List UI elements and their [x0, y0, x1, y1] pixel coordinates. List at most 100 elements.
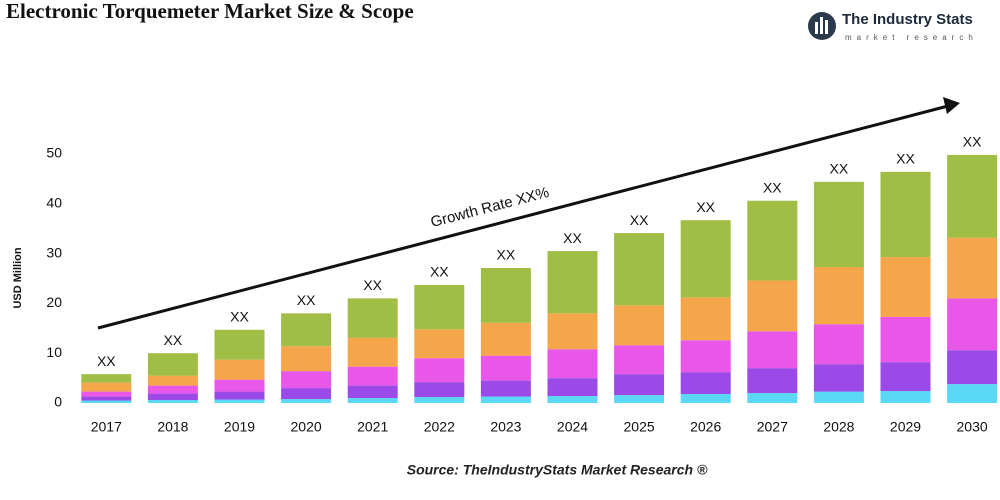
bar-segment — [480, 355, 531, 381]
bar-segment — [347, 398, 398, 404]
bar-segment — [747, 200, 798, 281]
y-tick-label: 50 — [46, 145, 62, 161]
bar-segment — [414, 358, 465, 383]
bar-segment — [347, 337, 398, 367]
bar-segment — [947, 154, 998, 238]
bar-segment — [81, 382, 132, 392]
bar-segment — [214, 391, 265, 400]
bar-segment — [680, 372, 731, 395]
bar-segment — [614, 233, 665, 306]
x-tick-label: 2024 — [557, 419, 588, 435]
bar-segment — [880, 171, 931, 258]
total-label: XX — [630, 212, 649, 228]
total-label: XX — [97, 353, 116, 369]
bar-segment — [547, 313, 598, 350]
x-tick-label: 2021 — [357, 419, 388, 435]
bar-segment — [947, 298, 998, 351]
growth-arrow — [97, 104, 949, 330]
bar-segment — [547, 396, 598, 404]
bar-segment — [480, 396, 531, 404]
growth-arrow-head — [943, 97, 960, 114]
bar-segment — [947, 350, 998, 385]
bar-segment — [214, 379, 265, 392]
bar-segment — [680, 394, 731, 404]
bar-segment — [147, 393, 198, 401]
bar-segment — [281, 346, 332, 372]
bar-segment — [81, 400, 132, 404]
total-label: XX — [763, 179, 782, 195]
bar-segment — [947, 237, 998, 299]
logo-icon-bar — [815, 22, 818, 34]
total-label: XX — [363, 277, 382, 293]
total-label: XX — [963, 134, 982, 150]
x-tick-label: 2027 — [757, 419, 788, 435]
bar-segment — [347, 385, 398, 399]
bar-segment — [147, 375, 198, 386]
x-tick-label: 2018 — [157, 419, 188, 435]
x-tick-label: 2017 — [91, 419, 122, 435]
total-label: XX — [164, 332, 183, 348]
x-tick-label: 2019 — [224, 419, 255, 435]
x-tick-label: 2030 — [957, 419, 988, 435]
bar-segment — [347, 298, 398, 338]
x-tick-label: 2022 — [424, 419, 455, 435]
bar-segment — [147, 400, 198, 404]
bar-segment — [813, 267, 864, 325]
bar-segment — [281, 371, 332, 389]
x-tick-label: 2023 — [490, 419, 521, 435]
total-label: XX — [297, 292, 316, 308]
bar-segment — [614, 345, 665, 375]
total-label: XX — [563, 230, 582, 246]
bar-segment — [414, 329, 465, 359]
bar-segment — [813, 364, 864, 392]
logo: The Industry Stats market research — [808, 11, 973, 42]
bar-segment — [747, 280, 798, 332]
x-tick-label: 2026 — [690, 419, 721, 435]
logo-name: The Industry Stats — [842, 11, 973, 28]
total-label: XX — [230, 308, 249, 324]
bar-segment — [547, 349, 598, 379]
y-tick-label: 10 — [46, 344, 62, 360]
bar-segment — [480, 322, 531, 356]
bar-segment — [147, 385, 198, 394]
total-label: XX — [430, 264, 449, 280]
bar-segment — [614, 395, 665, 404]
bar-segment — [81, 396, 132, 401]
bar-segment — [813, 324, 864, 365]
bar-segment — [480, 268, 531, 323]
bar-segment — [680, 340, 731, 373]
bar-segment — [281, 313, 332, 347]
y-tick-label: 30 — [46, 244, 62, 260]
bar-segment — [880, 391, 931, 404]
bar-segment — [813, 391, 864, 404]
annotation: Growth Rate XX% — [429, 184, 551, 231]
y-tick-label: 40 — [46, 194, 62, 210]
bar-segment — [880, 362, 931, 392]
logo-icon-bar — [820, 17, 823, 34]
x-tick-label: 2028 — [823, 419, 854, 435]
bar-segment — [281, 388, 332, 400]
bar-segment — [414, 397, 465, 404]
y-tick-label: 20 — [46, 294, 62, 310]
bar-segment — [480, 380, 531, 397]
bar-segment — [414, 382, 465, 398]
bar-segment — [414, 284, 465, 330]
bar-segment — [947, 384, 998, 404]
bar-segment — [614, 374, 665, 396]
bar-segment — [880, 316, 931, 363]
bar-segment — [747, 368, 798, 394]
bar-segment — [281, 399, 332, 404]
bar-segment — [614, 305, 665, 346]
bar-segment — [214, 329, 265, 360]
bar-segment — [547, 251, 598, 314]
logo-icon-bar — [825, 20, 828, 34]
bar-segment — [81, 391, 132, 397]
y-tick-label: 0 — [54, 394, 62, 410]
total-label: XX — [896, 151, 915, 167]
bar-segment — [680, 297, 731, 341]
bar-segment — [347, 366, 398, 386]
bar-segment — [747, 393, 798, 404]
bar-segment — [214, 399, 265, 404]
bar-segment — [214, 359, 265, 380]
